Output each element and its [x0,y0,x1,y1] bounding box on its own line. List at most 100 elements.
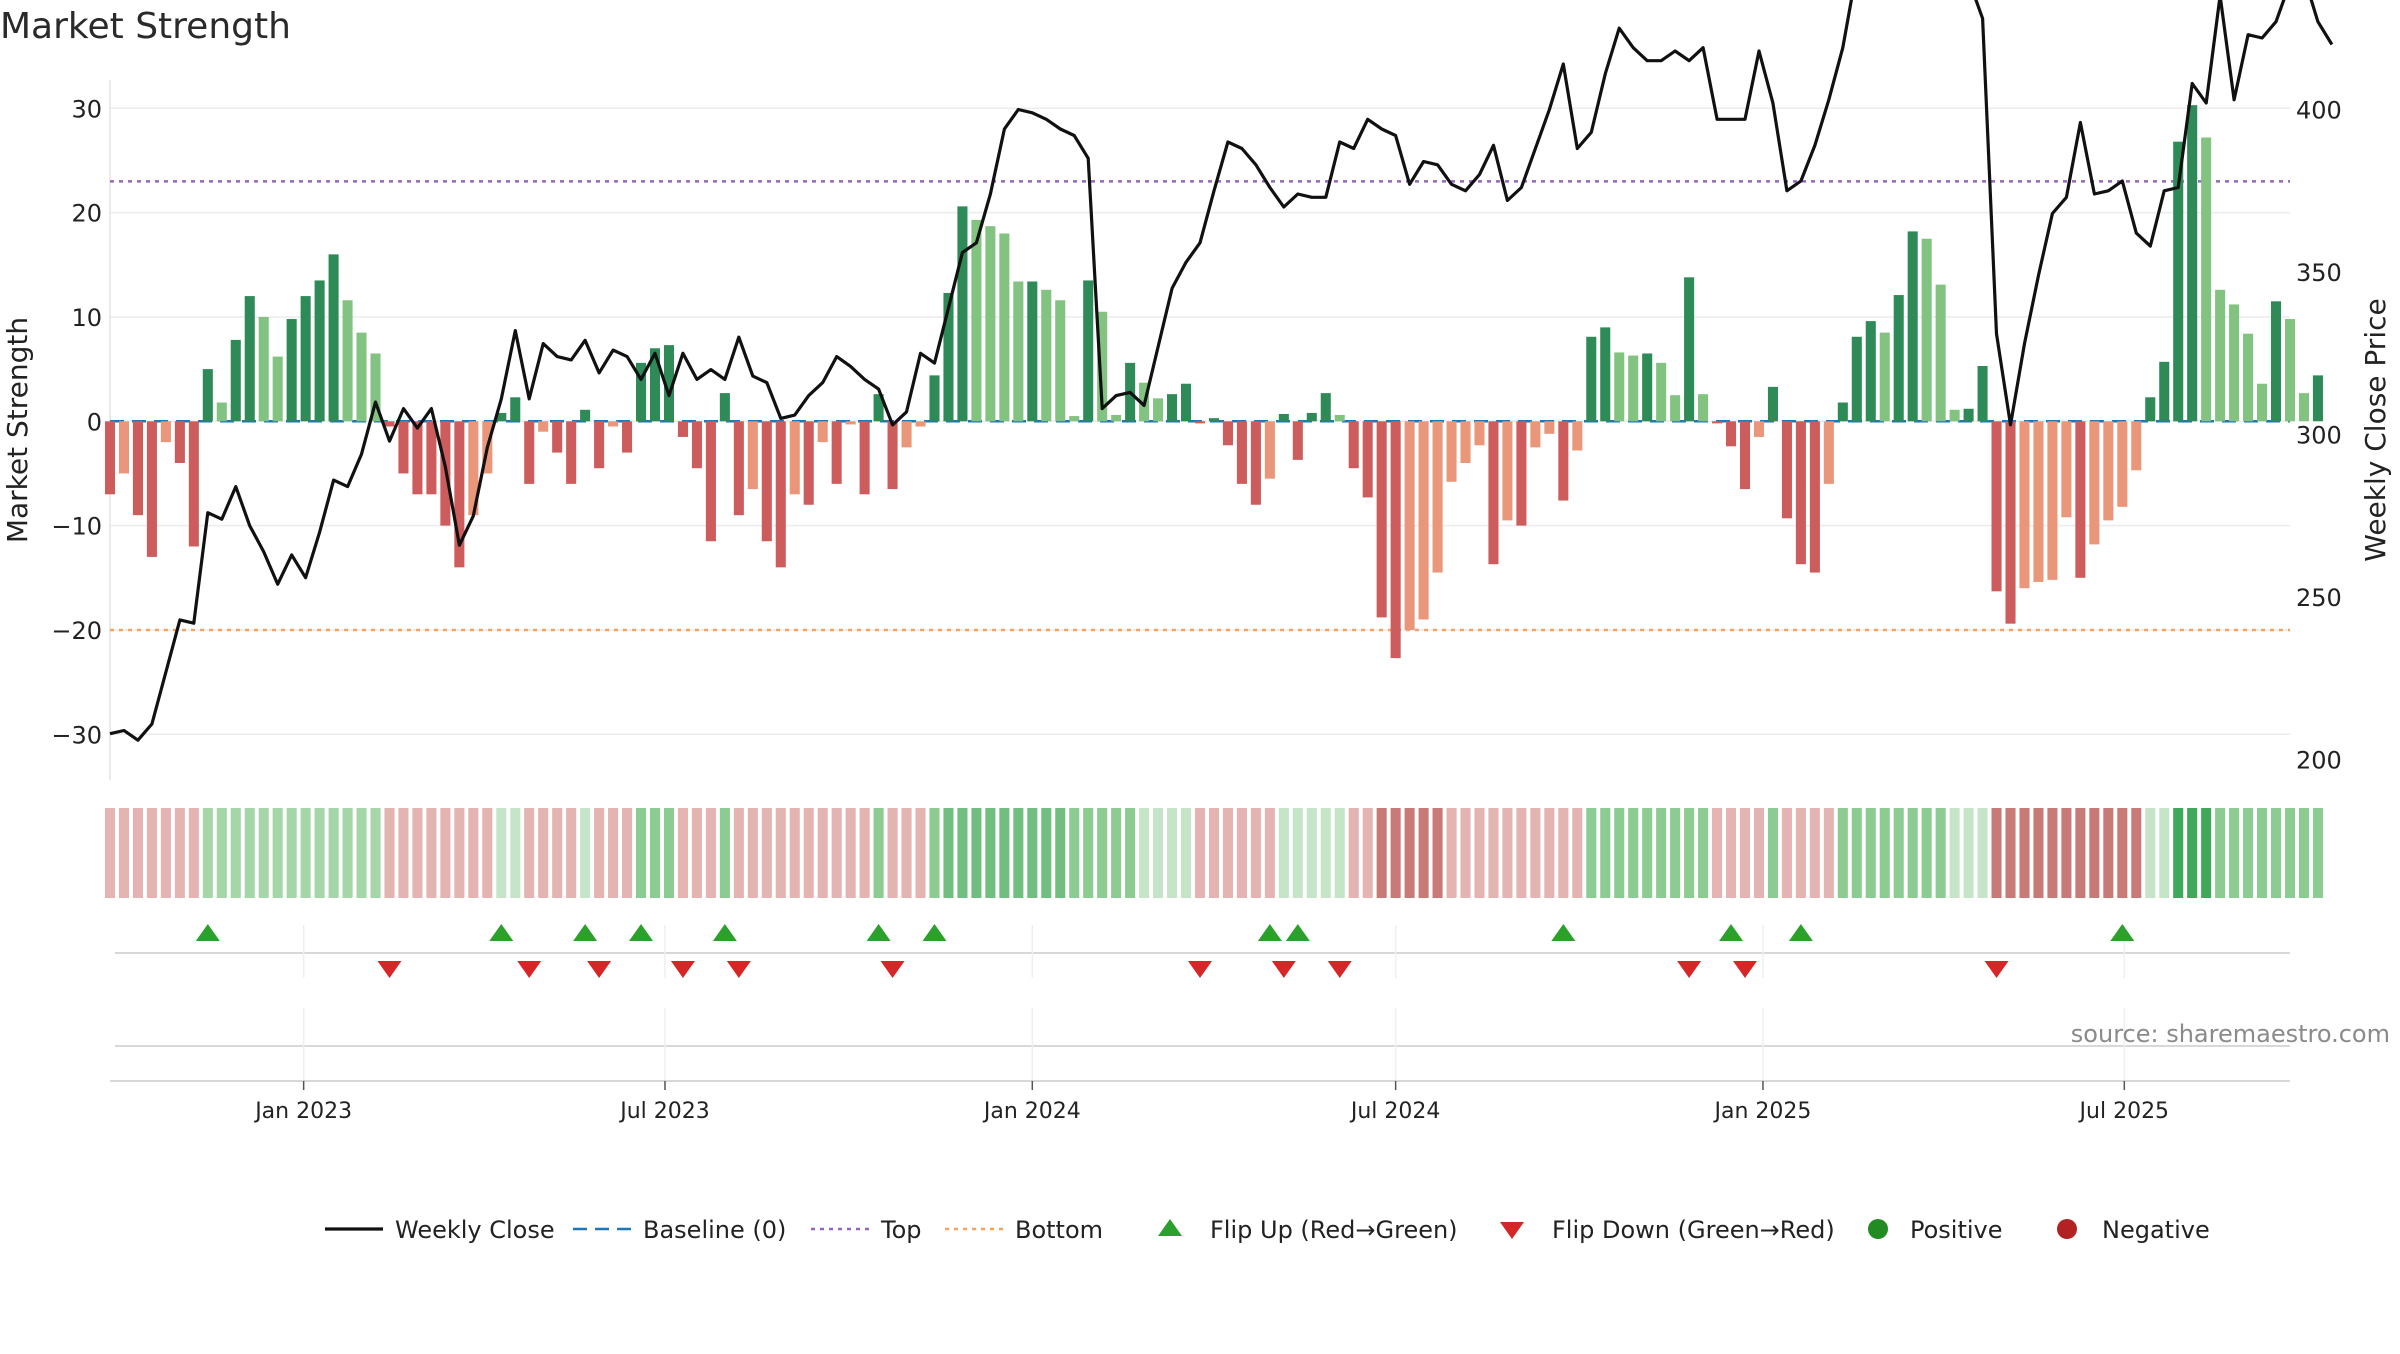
strength-bar [1362,421,1373,498]
palette-cell [314,808,325,898]
date-axis: Jan 2023 Jul 2023 Jan 2024 Jul 2024 Jan 2025… [110,1080,2290,1124]
palette-cell [1167,808,1178,898]
strength-bar [2243,333,2254,422]
strength-bar [1013,281,1024,422]
flip-down-marker [880,961,905,978]
legend-item: Weekly Close [325,1216,555,1244]
palette-cell [1278,808,1289,898]
strength-bar [1404,421,1415,630]
palette-cell [510,808,521,898]
palette-cell [440,808,451,898]
palette-cell [1097,808,1108,898]
palette-cell [104,808,116,898]
palette-cell [552,808,563,898]
strength-bar [216,402,227,422]
left-tick-label: 20 [71,200,102,228]
palette-cell [1013,808,1024,898]
palette-cell [1725,808,1737,898]
legend-label: Negative [2102,1216,2210,1244]
palette-cell [230,808,241,898]
palette-cell [1600,808,1611,898]
palette-cell [1194,808,1206,898]
legend-label: Positive [1910,1216,2003,1244]
palette-cell [2159,808,2170,898]
palette-cell [1292,808,1303,898]
legend: Weekly Close Baseline (0) Top Bottom Flip Up… [325,1216,2210,1244]
strength-bar [426,421,437,495]
palette-cell [1418,808,1429,898]
strength-bar [859,421,870,495]
strength-bar [1851,336,1862,422]
palette-cell [1390,808,1401,898]
strength-bar [1795,421,1806,565]
palette-cell [2298,808,2310,898]
strength-bar [1837,402,1848,422]
strength-bar [1879,332,1890,422]
strength-bar [943,292,954,422]
palette-cell [1376,808,1387,898]
strength-bar [2173,141,2184,422]
palette-cell [2019,808,2030,898]
strength-bar [146,421,157,557]
palette-cell [2187,808,2198,898]
palette-cell [1125,808,1136,898]
strength-bar [873,394,884,422]
strength-bar [538,421,549,432]
strength-bar [1935,284,1946,422]
legend-flip-down-icon [1500,1222,1524,1239]
strength-bar [1781,421,1792,519]
strength-bar [1208,418,1220,422]
palette-cell [1460,808,1471,898]
strength-bar [957,206,968,422]
palette-cell [1250,808,1261,898]
strength-bar [1376,421,1387,618]
strength-bar [384,421,395,427]
flip-up-marker [866,924,891,941]
strength-bar [496,412,507,422]
palette-cell [272,808,283,898]
palette-cell [1111,808,1122,898]
palette-cell [1865,808,1876,898]
palette-cell [160,808,171,898]
palette-cell [1264,808,1275,898]
strength-bar [803,421,814,505]
strength-bar [1320,393,1331,422]
palette-cell [300,808,311,898]
palette-cell [873,808,884,898]
palette-cell [663,808,675,898]
strength-bar [831,421,842,484]
palette-cell [1432,808,1443,898]
flip-up-marker [1285,924,1310,941]
palette-cell [999,808,1010,898]
palette-cell [2215,808,2226,898]
legend-item: Negative [2057,1216,2210,1244]
strength-bar [1907,231,1918,422]
palette-cell [286,808,297,898]
palette-cell [258,808,269,898]
strength-bar [412,421,423,495]
strength-bar [1963,408,1974,422]
flip-up-marker [2110,924,2135,941]
strength-bar [1530,421,1541,448]
strength-bar [663,345,675,422]
palette-cell [2173,808,2184,898]
palette-cell [174,808,185,898]
palette-cell [1334,808,1345,898]
strength-bar [1600,327,1611,422]
strength-bar [202,369,213,422]
palette-cell [1739,808,1751,898]
strength-bar [2312,375,2323,422]
palette-cell [244,808,255,898]
palette-cell [2284,808,2296,898]
palette-cell [1404,808,1415,898]
strength-bar [2103,421,2114,521]
palette-cell [1502,808,1513,898]
palette-cell [1698,808,1709,898]
palette-cell [594,808,605,898]
legend-item: Bottom [945,1216,1103,1244]
palette-cell [985,808,996,898]
palette-cell [132,808,143,898]
strength-bar [775,421,786,568]
flip-up-marker [1551,924,1576,941]
strength-bar [1921,238,1932,422]
